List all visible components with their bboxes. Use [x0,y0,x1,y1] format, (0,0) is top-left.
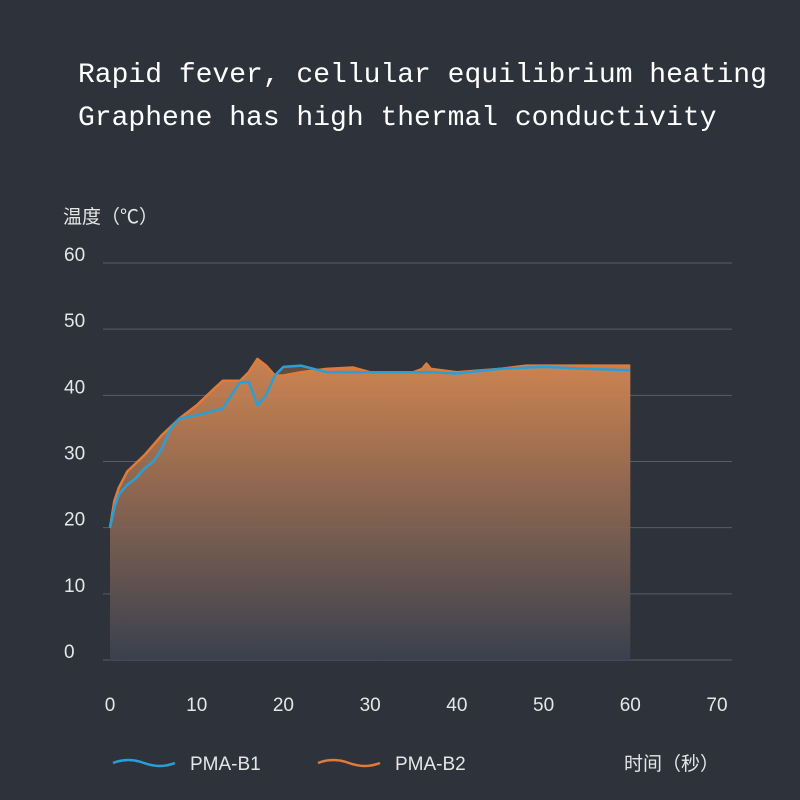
y-tick-label: 10 [64,576,85,597]
y-tick-label: 30 [64,444,85,465]
chart-title: Rapid fever, cellular equilibrium heatin… [78,60,767,91]
x-tick-label: 20 [273,695,294,716]
legend-swatch [317,758,381,768]
x-axis-label: 时间（秒） [624,753,719,775]
legend-label: PMA-B1 [190,754,261,775]
y-axis-label: 温度（℃） [63,206,158,228]
x-tick-label: 30 [360,695,381,716]
chart-subtitle: Graphene has high thermal conductivity [78,103,717,134]
area [110,365,631,660]
y-tick-label: 0 [64,642,75,663]
legend-label: PMA-B2 [395,754,466,775]
x-tick-label: 70 [706,695,727,716]
legend-swatch [112,758,176,768]
y-tick-label: 50 [64,311,85,332]
y-tick-label: 60 [64,245,85,266]
line [108,364,631,528]
y-tick-label: 40 [64,377,85,398]
x-tick-label: 10 [186,695,207,716]
x-tick-label: 60 [620,695,641,716]
x-tick-label: 50 [533,695,554,716]
y-tick-label: 20 [64,510,85,531]
x-tick-label: 0 [105,695,116,716]
x-tick-label: 40 [446,695,467,716]
